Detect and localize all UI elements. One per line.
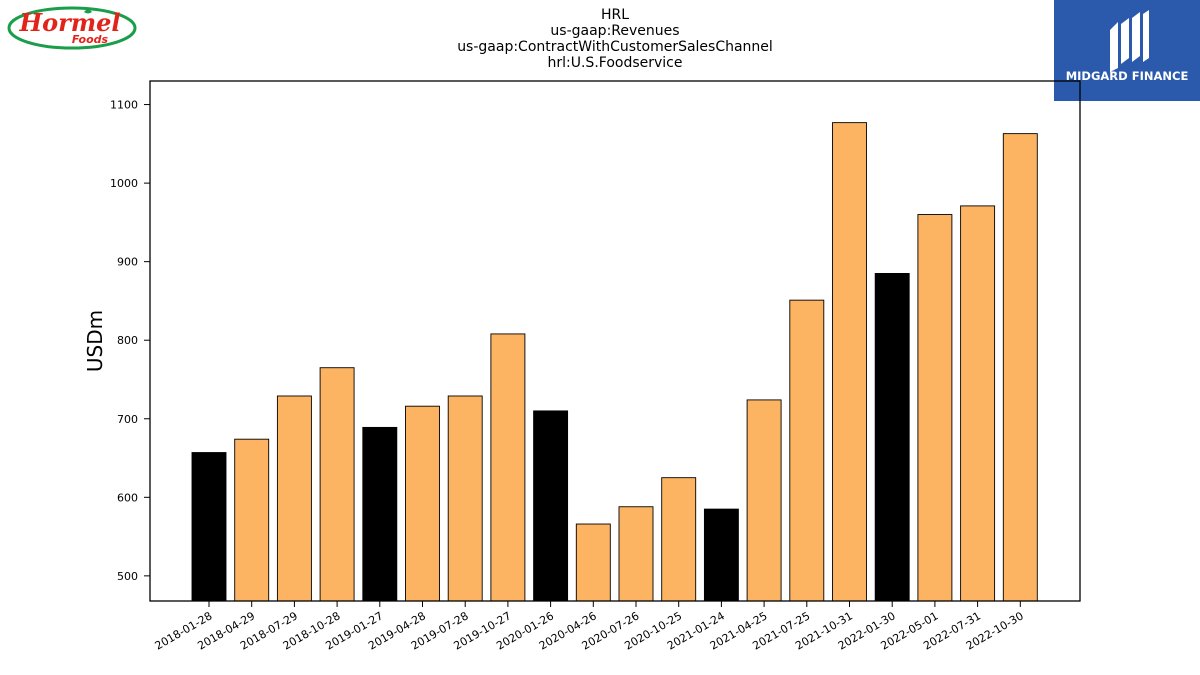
y-axis-label: USDm [83, 310, 107, 372]
bar-2021-01-24 [703, 508, 739, 602]
bar-2021-04-25 [746, 399, 782, 602]
y-tick-label: 800 [117, 334, 138, 347]
company-logo-sub: Foods [72, 33, 109, 46]
bar-2022-07-31 [960, 205, 996, 602]
bar-2018-07-29 [276, 395, 312, 602]
x-axis: 2018-01-282018-04-292018-07-292018-10-28… [153, 601, 1026, 653]
bar-2018-01-28 [191, 452, 227, 602]
title-line-ticker: HRL [600, 7, 630, 23]
y-axis: 500 600 700 800 900 1000 1100 [110, 99, 150, 583]
bar-2021-10-31 [832, 122, 867, 602]
bar-2019-10-27 [490, 333, 526, 602]
bars-group [191, 122, 1038, 602]
y-tick-label: 1000 [110, 177, 138, 190]
company-logo-name: Hormel [18, 8, 120, 37]
bar-2020-01-26 [533, 410, 569, 602]
chart-title: HRL us-gaap:Revenues us-gaap:ContractWit… [315, 7, 915, 71]
bar-2019-07-28 [447, 395, 483, 602]
bar-2020-04-26 [575, 523, 611, 602]
y-tick-label: 700 [117, 413, 138, 426]
bar-2020-10-25 [661, 477, 697, 602]
bar-2019-04-28 [405, 405, 440, 602]
bar-2022-01-30 [874, 272, 910, 602]
bar-2022-05-01 [917, 214, 953, 602]
title-line-concept: us-gaap:Revenues [550, 23, 680, 39]
bar-2021-07-25 [789, 299, 825, 602]
bar-2018-10-28 [319, 367, 355, 602]
y-tick-label: 600 [117, 491, 138, 504]
y-tick-label: 1100 [110, 99, 138, 112]
bar-2020-07-26 [618, 506, 654, 602]
brand-logo-mark [1110, 10, 1149, 72]
bar-2022-10-30 [1002, 133, 1038, 602]
company-logo: Hormel Foods [7, 6, 137, 50]
brand-logo: MIDGARD FINANCE [1054, 0, 1200, 101]
title-line-member: hrl:U.S.Foodservice [547, 55, 683, 71]
bar-2019-01-27 [362, 426, 398, 602]
plot-frame [149, 80, 1081, 602]
brand-name: MIDGARD FINANCE [1065, 69, 1189, 83]
y-tick-label: 900 [117, 256, 138, 269]
bar-2018-04-29 [234, 438, 270, 602]
y-tick-label: 500 [117, 570, 138, 583]
title-line-axis: us-gaap:ContractWithCustomerSalesChannel [457, 39, 773, 55]
